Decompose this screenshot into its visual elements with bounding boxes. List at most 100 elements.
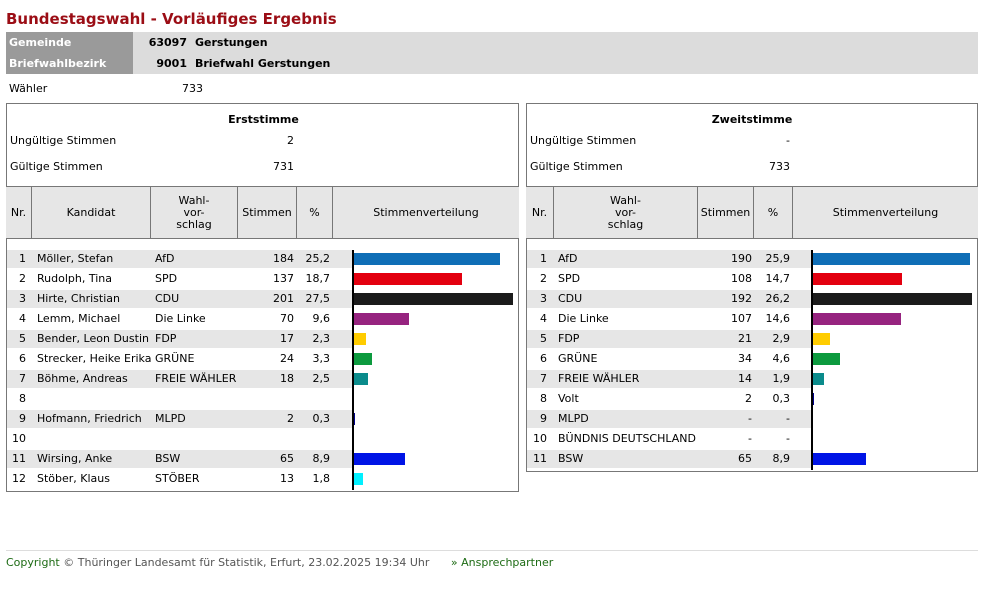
vote-bar bbox=[353, 313, 409, 325]
row-prozent: 1,9 bbox=[772, 372, 791, 385]
row-prozent: 0,3 bbox=[772, 392, 791, 405]
vote-bar bbox=[353, 353, 373, 365]
table-row: 5 FDP 21 2,9 bbox=[527, 330, 812, 348]
waehler-label: Wähler bbox=[9, 82, 48, 95]
page-title: Bundestagswahl - Vorläufiges Ergebnis bbox=[6, 10, 337, 28]
row-stimmen: - bbox=[748, 412, 752, 425]
row-stimmen: 34 bbox=[738, 352, 752, 365]
header-stimmen: Stimmen bbox=[238, 187, 297, 238]
vote-bar bbox=[812, 253, 971, 265]
copyright-label: Copyright bbox=[6, 556, 60, 569]
row-nr: 10 bbox=[533, 432, 547, 445]
row-prozent: 25,9 bbox=[765, 252, 791, 265]
vote-bar bbox=[812, 273, 902, 285]
row-partei: GRÜNE bbox=[155, 352, 195, 365]
row-partei: STÖBER bbox=[155, 472, 200, 485]
table-row: 8 bbox=[7, 390, 353, 408]
table-row: 10 bbox=[7, 430, 353, 448]
row-nr: 6 bbox=[19, 352, 26, 365]
row-partei: FDP bbox=[155, 332, 177, 345]
row-stimmen: 184 bbox=[273, 252, 294, 265]
vote-bar bbox=[353, 253, 500, 265]
row-kandidat: Rudolph, Tina bbox=[37, 272, 112, 285]
vote-bar bbox=[812, 373, 824, 385]
zweit-gueltig-label: Gültige Stimmen bbox=[530, 160, 623, 173]
row-partei: Die Linke bbox=[155, 312, 206, 325]
erststimme-panel: Erststimme Ungültige Stimmen 2 Gültige S… bbox=[6, 103, 519, 492]
header-nr: Nr. bbox=[526, 187, 554, 238]
row-kandidat: Böhme, Andreas bbox=[37, 372, 128, 385]
copyright-text: © Thüringer Landesamt für Statistik, Erf… bbox=[63, 556, 430, 569]
vote-bar bbox=[812, 313, 902, 325]
row-partei: MLPD bbox=[155, 412, 186, 425]
row-nr: 3 bbox=[19, 292, 26, 305]
erst-table-header: Nr. Kandidat Wahl- vor- schlag Stimmen %… bbox=[6, 186, 519, 239]
row-prozent: 25,2 bbox=[305, 252, 331, 265]
footer-divider bbox=[6, 550, 978, 551]
row-prozent: 8,9 bbox=[772, 452, 791, 465]
bezirk-label: Briefwahlbezirk bbox=[6, 53, 133, 74]
table-row: 1 AfD 190 25,9 bbox=[527, 250, 812, 268]
footer: Copyright © Thüringer Landesamt für Stat… bbox=[6, 556, 553, 569]
row-nr: 1 bbox=[540, 252, 547, 265]
table-row: 12 Stöber, Klaus STÖBER 13 1,8 bbox=[7, 470, 353, 488]
row-partei: CDU bbox=[558, 292, 583, 305]
row-partei: BSW bbox=[155, 452, 181, 465]
erst-gueltig-value: 731 bbox=[273, 160, 294, 173]
vote-bar bbox=[812, 453, 867, 465]
row-prozent: 2,3 bbox=[312, 332, 331, 345]
ansprechpartner-link[interactable]: » Ansprechpartner bbox=[450, 556, 554, 569]
row-nr: 8 bbox=[19, 392, 26, 405]
erst-gueltig-label: Gültige Stimmen bbox=[10, 160, 103, 173]
vote-bar bbox=[353, 333, 367, 345]
row-partei: Volt bbox=[558, 392, 579, 405]
row-nr: 1 bbox=[19, 252, 26, 265]
bezirk-name: Briefwahl Gerstungen bbox=[195, 57, 331, 70]
table-row: 8 Volt 2 0,3 bbox=[527, 390, 812, 408]
row-stimmen: 65 bbox=[738, 452, 752, 465]
row-nr: 2 bbox=[540, 272, 547, 285]
table-row: 11 Wirsing, Anke BSW 65 8,9 bbox=[7, 450, 353, 468]
table-row: 9 MLPD - - bbox=[527, 410, 812, 428]
vote-bar bbox=[812, 353, 841, 365]
erststimme-title: Erststimme bbox=[228, 113, 299, 126]
header-stimmenverteilung: Stimmenverteilung bbox=[832, 205, 939, 219]
header-wahlvorschlag: Wahl- vor- schlag bbox=[151, 187, 238, 238]
row-stimmen: 24 bbox=[280, 352, 294, 365]
row-partei: BÜNDNIS DEUTSCHLAND bbox=[558, 432, 696, 445]
row-stimmen: 70 bbox=[280, 312, 294, 325]
vote-bar bbox=[353, 293, 513, 305]
vote-bar bbox=[353, 373, 368, 385]
table-row: 6 Strecker, Heike Erika GRÜNE 24 3,3 bbox=[7, 350, 353, 368]
row-prozent: 3,3 bbox=[312, 352, 331, 365]
gemeinde-label: Gemeinde bbox=[6, 32, 133, 53]
row-kandidat: Bender, Leon Dustin bbox=[37, 332, 149, 345]
row-stimmen: 21 bbox=[738, 332, 752, 345]
row-prozent: 26,2 bbox=[765, 292, 791, 305]
header-prozent: % bbox=[754, 187, 793, 238]
row-stimmen: 108 bbox=[731, 272, 752, 285]
row-stimmen: 2 bbox=[287, 412, 294, 425]
table-row: 2 Rudolph, Tina SPD 137 18,7 bbox=[7, 270, 353, 288]
row-kandidat: Lemm, Michael bbox=[37, 312, 121, 325]
vote-bar bbox=[812, 393, 814, 405]
row-prozent: 4,6 bbox=[772, 352, 791, 365]
row-partei: CDU bbox=[155, 292, 180, 305]
row-stimmen: 2 bbox=[745, 392, 752, 405]
vote-bar bbox=[812, 333, 830, 345]
header-nr: Nr. bbox=[6, 187, 32, 238]
zweitstimme-panel: Zweitstimme Ungültige Stimmen - Gültige … bbox=[526, 103, 978, 472]
zweit-ungueltig-label: Ungültige Stimmen bbox=[530, 134, 637, 147]
zweit-ungueltig-value: - bbox=[786, 134, 790, 147]
zweitstimme-title: Zweitstimme bbox=[711, 113, 793, 126]
row-prozent: - bbox=[786, 412, 790, 425]
row-prozent: 8,9 bbox=[312, 452, 331, 465]
row-nr: 9 bbox=[19, 412, 26, 425]
header-wahlvorschlag: Wahl- vor- schlag bbox=[554, 187, 698, 238]
row-nr: 11 bbox=[533, 452, 547, 465]
row-partei: SPD bbox=[558, 272, 581, 285]
row-nr: 4 bbox=[19, 312, 26, 325]
row-prozent: - bbox=[786, 432, 790, 445]
row-stimmen: 201 bbox=[273, 292, 294, 305]
row-stimmen: 192 bbox=[731, 292, 752, 305]
